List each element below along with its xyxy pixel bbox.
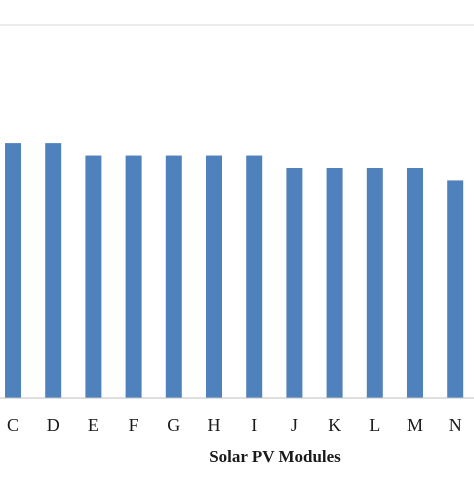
x-axis-tick-labels: C D E F G H I J K L M N xyxy=(7,415,462,435)
x-tick-label-m: M xyxy=(407,415,423,435)
x-tick-label-h: H xyxy=(208,415,221,435)
bar-series xyxy=(5,143,464,398)
bar-c xyxy=(5,143,21,398)
x-tick-label-k: K xyxy=(328,415,341,435)
bar-h xyxy=(206,155,222,398)
x-tick-label-c: C xyxy=(7,415,19,435)
bar-d xyxy=(45,143,62,398)
bar-f xyxy=(125,155,142,398)
x-tick-label-d: D xyxy=(47,415,60,435)
x-tick-label-g: G xyxy=(167,415,180,435)
bar-k xyxy=(326,167,343,398)
bar-i xyxy=(246,155,263,398)
x-tick-label-n: N xyxy=(449,415,462,435)
bar-e xyxy=(85,155,102,398)
x-tick-label-i: I xyxy=(251,415,257,435)
bar-m xyxy=(407,167,423,398)
x-tick-label-j: J xyxy=(291,415,298,435)
bar-n xyxy=(447,180,464,398)
x-tick-label-f: F xyxy=(129,415,139,435)
bar-j xyxy=(286,167,303,398)
x-tick-label-e: E xyxy=(88,415,99,435)
bar-l xyxy=(366,167,383,398)
x-axis-title: Solar PV Modules xyxy=(209,447,341,466)
bar-g xyxy=(165,155,182,398)
x-tick-label-l: L xyxy=(369,415,380,435)
